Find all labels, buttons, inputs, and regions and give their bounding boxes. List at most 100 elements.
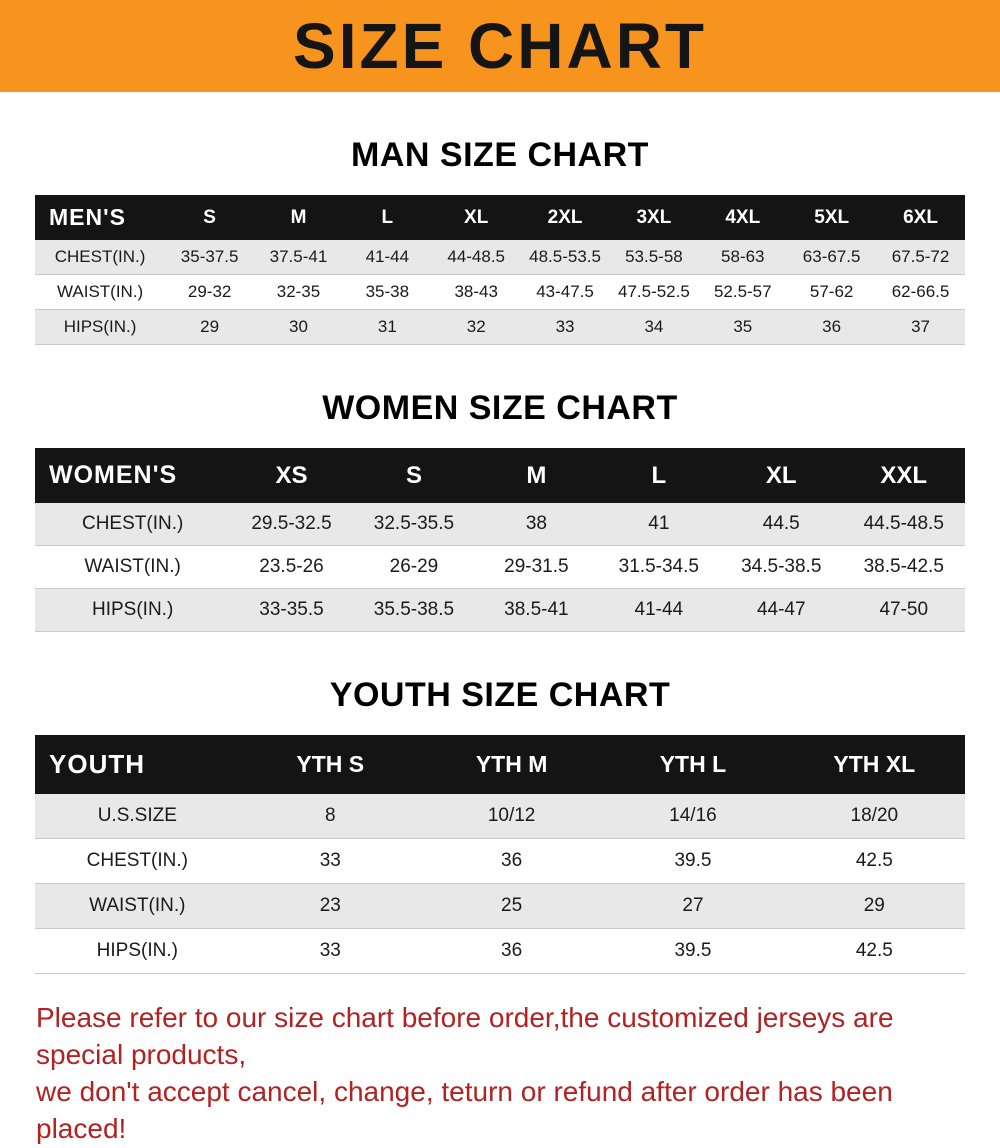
value-cell: 30 xyxy=(254,309,343,345)
women-size-heading: WOMEN SIZE CHART xyxy=(322,389,678,427)
row-label-cell: HIPS(IN.) xyxy=(35,309,166,345)
value-cell: 32-35 xyxy=(254,274,343,310)
size-header-cell: XXL xyxy=(842,448,965,503)
value-cell: 57-62 xyxy=(787,274,877,310)
value-cell: 23.5-26 xyxy=(230,545,353,589)
value-cell: 63-67.5 xyxy=(787,240,877,275)
value-cell: 25 xyxy=(420,883,603,929)
value-cell: 36 xyxy=(787,309,877,345)
value-cell: 41-44 xyxy=(342,240,432,275)
value-cell: 33-35.5 xyxy=(230,588,353,632)
value-cell: 41 xyxy=(597,503,721,546)
youth-size-section: YOUTH SIZE CHART YOUTH YTH S YTH M YTH L YTH… xyxy=(0,676,1000,974)
size-header-cell: 6XL xyxy=(876,195,965,240)
value-cell: 33 xyxy=(239,928,421,974)
size-header-cell: YTH L xyxy=(602,735,784,794)
table-title-cell: YOUTH xyxy=(35,735,240,794)
size-chart-banner: SIZE CHART xyxy=(0,0,1000,92)
row-label-cell: U.S.SIZE xyxy=(35,794,240,839)
value-cell: 35.5-38.5 xyxy=(352,588,476,632)
man-size-heading: MAN SIZE CHART xyxy=(351,136,649,174)
measurement-row: CHEST(IN.) 35-37.5 37.5-41 41-44 44-48.5 48.5… xyxy=(35,240,965,275)
size-header-cell: 2XL xyxy=(520,195,610,240)
value-cell: 33 xyxy=(239,838,421,884)
value-cell: 44.5-48.5 xyxy=(842,503,965,546)
size-header-cell: XS xyxy=(230,448,353,503)
value-cell: 32 xyxy=(431,309,521,345)
value-cell: 31 xyxy=(342,309,432,345)
measurement-row: HIPS(IN.) 29 30 31 32 33 34 35 36 37 xyxy=(35,309,965,345)
value-cell: 26-29 xyxy=(352,545,476,589)
value-cell: 38 xyxy=(475,503,598,546)
womens-size-table: WOMEN'S XS S M L XL XXL CHEST(IN.) 29.5-32.5 32.5… xyxy=(35,448,965,632)
value-cell: 67.5-72 xyxy=(876,240,965,275)
youth-size-heading: YOUTH SIZE CHART xyxy=(329,676,671,714)
measurement-row: WAIST(IN.) 23 25 27 29 xyxy=(35,883,965,929)
value-cell: 32.5-35.5 xyxy=(352,503,476,546)
table-title-cell: MEN'S xyxy=(35,195,166,240)
order-disclaimer: Please refer to our size chart before or… xyxy=(0,1000,1000,1148)
disclaimer-line-2: we don't accept cancel, change, teturn o… xyxy=(36,1075,893,1144)
value-cell: 14/16 xyxy=(602,794,784,839)
table-title-cell: WOMEN'S xyxy=(35,448,231,503)
size-header-cell: XL xyxy=(720,448,843,503)
value-cell: 39.5 xyxy=(602,928,784,974)
row-label-cell: HIPS(IN.) xyxy=(35,928,240,974)
value-cell: 34 xyxy=(609,309,699,345)
banner-title: SIZE CHART xyxy=(293,10,707,82)
value-cell: 47-50 xyxy=(842,588,965,632)
table-header-row: MEN'S S M L XL 2XL 3XL 4XL 5XL 6XL xyxy=(35,195,965,240)
row-label-cell: CHEST(IN.) xyxy=(35,503,231,546)
size-header-cell: S xyxy=(352,448,476,503)
measurement-row: CHEST(IN.) 33 36 39.5 42.5 xyxy=(35,838,965,884)
value-cell: 38.5-42.5 xyxy=(842,545,965,589)
youth-size-table: YOUTH YTH S YTH M YTH L YTH XL U.S.SIZE 8 10/12… xyxy=(35,735,965,974)
value-cell: 36 xyxy=(420,838,603,884)
value-cell: 41-44 xyxy=(597,588,721,632)
value-cell: 34.5-38.5 xyxy=(720,545,843,589)
size-header-cell: L xyxy=(597,448,721,503)
man-size-section: MAN SIZE CHART MEN'S S M L XL 2XL 3XL 4XL 5XL 6XL… xyxy=(0,136,1000,345)
value-cell: 27 xyxy=(602,883,784,929)
value-cell: 44-47 xyxy=(720,588,843,632)
row-label-cell: CHEST(IN.) xyxy=(35,240,166,275)
value-cell: 29-31.5 xyxy=(475,545,598,589)
size-header-cell: 4XL xyxy=(698,195,788,240)
value-cell: 37.5-41 xyxy=(254,240,343,275)
value-cell: 23 xyxy=(239,883,421,929)
value-cell: 36 xyxy=(420,928,603,974)
value-cell: 31.5-34.5 xyxy=(597,545,721,589)
women-size-section: WOMEN SIZE CHART WOMEN'S XS S M L XL XXL CHEST(… xyxy=(0,389,1000,632)
value-cell: 47.5-52.5 xyxy=(609,274,699,310)
row-label-cell: HIPS(IN.) xyxy=(35,588,231,632)
size-header-cell: YTH M xyxy=(420,735,603,794)
measurement-row: HIPS(IN.) 33 36 39.5 42.5 xyxy=(35,928,965,974)
value-cell: 38.5-41 xyxy=(475,588,598,632)
value-cell: 52.5-57 xyxy=(698,274,788,310)
value-cell: 53.5-58 xyxy=(609,240,699,275)
value-cell: 58-63 xyxy=(698,240,788,275)
measurement-row: WAIST(IN.) 23.5-26 26-29 29-31.5 31.5-34.5 34… xyxy=(35,545,965,589)
size-header-cell: 3XL xyxy=(609,195,699,240)
value-cell: 29-32 xyxy=(165,274,255,310)
size-header-cell: XL xyxy=(431,195,521,240)
disclaimer-line-1: Please refer to our size chart before or… xyxy=(36,1002,894,1070)
row-label-cell: WAIST(IN.) xyxy=(35,274,166,310)
value-cell: 44.5 xyxy=(720,503,843,546)
value-cell: 42.5 xyxy=(783,838,965,884)
value-cell: 29.5-32.5 xyxy=(230,503,353,546)
size-header-cell: L xyxy=(342,195,432,240)
mens-size-table: MEN'S S M L XL 2XL 3XL 4XL 5XL 6XL CHEST(IN.) 35-37… xyxy=(35,195,965,345)
size-header-cell: YTH XL xyxy=(783,735,965,794)
value-cell: 48.5-53.5 xyxy=(520,240,610,275)
measurement-row: WAIST(IN.) 29-32 32-35 35-38 38-43 43-47.5 47.… xyxy=(35,274,965,310)
value-cell: 38-43 xyxy=(431,274,521,310)
value-cell: 37 xyxy=(876,309,965,345)
value-cell: 44-48.5 xyxy=(431,240,521,275)
value-cell: 29 xyxy=(165,309,255,345)
size-header-cell: M xyxy=(475,448,598,503)
size-header-cell: YTH S xyxy=(239,735,421,794)
row-label-cell: WAIST(IN.) xyxy=(35,883,240,929)
value-cell: 29 xyxy=(783,883,965,929)
value-cell: 8 xyxy=(239,794,421,839)
